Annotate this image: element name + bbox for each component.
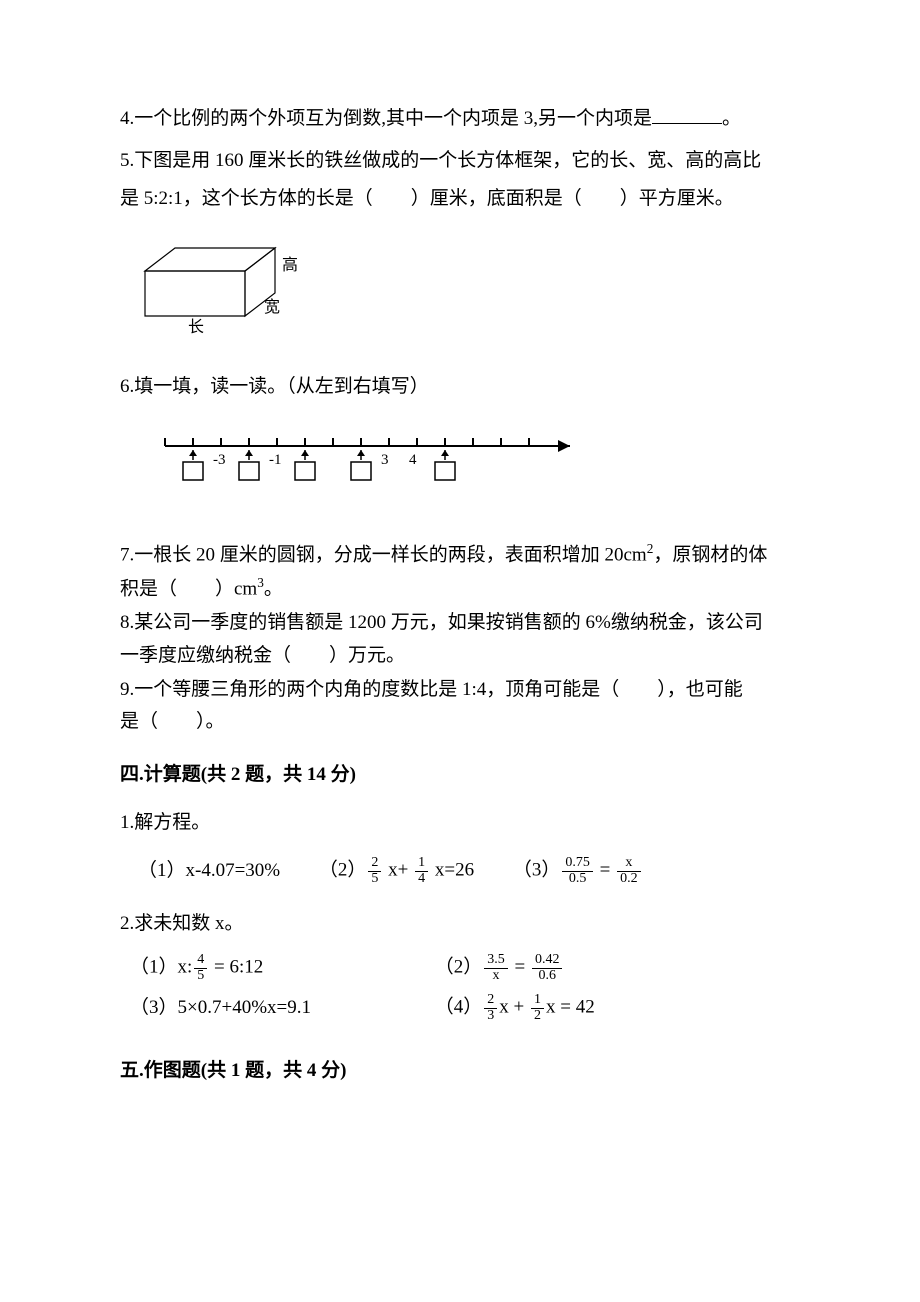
eq-body: 5×0.7+40%x=9.1: [178, 997, 311, 1018]
q7-l2a: 积是（ ）cm: [120, 578, 257, 599]
fraction: 3.5x: [484, 953, 508, 983]
q9-l2: 是（ ）。: [120, 711, 225, 732]
q7-l1: 7.一根长 20 厘米的圆钢，分成一样长的两段，表面积增加 20cm: [120, 544, 647, 565]
frac-den: 3: [484, 1009, 497, 1024]
eq-eq: =: [510, 956, 530, 977]
eq-post: = 6:12: [209, 956, 263, 977]
frac-num: 4: [194, 953, 207, 969]
frac-den: 0.2: [617, 872, 641, 887]
frac-den: 5: [194, 969, 207, 984]
fraction: 23: [484, 993, 497, 1023]
fraction: 25: [368, 856, 381, 886]
problem-4-2-row1: （1）x:45 = 6:12 （2）3.5x = 0.420.6: [130, 953, 800, 983]
frac-num: 2: [484, 993, 497, 1009]
fraction: 14: [415, 856, 428, 886]
cuboid-label-length: 长: [188, 318, 204, 336]
question-9: 9.一个等腰三角形的两个内角的度数比是 1:4，顶角可能是（ ），也可能 是（ …: [120, 674, 800, 739]
frac-num: 1: [531, 993, 544, 1009]
q4-blank[interactable]: [652, 104, 722, 124]
fraction: 45: [194, 953, 207, 983]
eq-tail: x = 42: [546, 997, 595, 1018]
fraction: 0.420.6: [532, 953, 563, 983]
eq-label: （2）: [435, 956, 483, 977]
question-4: 4.一个比例的两个外项互为倒数,其中一个内项是 3,另一个内项是 。: [120, 100, 800, 138]
problem-4-1-equations: （1）x-4.07=30% （2）25 x+ 14 x=26 （3）0.750.…: [138, 856, 800, 886]
frac-num: x: [617, 856, 641, 872]
numberline-svg: -3 -1 3 4: [150, 422, 590, 502]
eq-label: （2）: [319, 860, 367, 881]
q4-text-a: 4.一个比例的两个外项互为倒数,其中一个内项是 3,另一个内项是: [120, 108, 652, 129]
q8-l1: 8.某公司一季度的销售额是 1200 万元，如果按销售额的 6%缴纳税金，该公司: [120, 612, 763, 633]
question-7: 7.一根长 20 厘米的圆钢，分成一样长的两段，表面积增加 20cm2，原钢材的…: [120, 538, 800, 605]
svg-text:3: 3: [381, 452, 389, 468]
q8-l2: 一季度应缴纳税金（ ）万元。: [120, 645, 405, 666]
svg-text:4: 4: [409, 452, 417, 468]
question-5: 5.下图是用 160 厘米长的铁丝做成的一个长方体框架，它的长、宽、高的高比 是…: [120, 142, 800, 218]
question-6: 6.填一填，读一读。（从左到右填写）: [120, 368, 800, 406]
fraction: 0.750.5: [562, 856, 593, 886]
eq-4-2-4: （4）23x + 12x = 42: [435, 993, 595, 1023]
eq-4-2-3: （3）5×0.7+40%x=9.1: [130, 997, 430, 1020]
q7-l2b: 。: [264, 578, 283, 599]
frac-num: 2: [368, 856, 381, 872]
frac-num: 0.75: [562, 856, 593, 872]
eq-label: （1）: [130, 956, 178, 977]
q4-text-b: 。: [722, 108, 741, 129]
frac-den: x: [484, 969, 508, 984]
section-4-title: 四.计算题(共 2 题，共 14 分): [120, 756, 800, 794]
frac-den: 0.5: [562, 872, 593, 887]
question-8: 8.某公司一季度的销售额是 1200 万元，如果按销售额的 6%缴纳税金，该公司…: [120, 607, 800, 672]
cuboid-svg: 长 宽 高: [130, 236, 305, 336]
svg-text:-1: -1: [269, 452, 282, 468]
fraction: x0.2: [617, 856, 641, 886]
frac-num: 0.42: [532, 953, 563, 969]
frac-num: 1: [415, 856, 428, 872]
eq-eq: =: [595, 860, 615, 881]
problem-4-2-stem: 2.求未知数 x。: [120, 905, 800, 943]
cuboid-label-width: 宽: [264, 298, 280, 316]
eq-4-1-1: （1）x-4.07=30%: [138, 860, 280, 883]
eq-4-2-1: （1）x:45 = 6:12: [130, 953, 430, 983]
eq-4-1-2: （2）25 x+ 14 x=26: [319, 856, 474, 886]
eq-4-2-2: （2）3.5x = 0.420.6: [435, 953, 565, 983]
svg-text:-3: -3: [213, 452, 226, 468]
fraction: 12: [531, 993, 544, 1023]
problem-4-2-row2: （3）5×0.7+40%x=9.1 （4）23x + 12x = 42: [130, 993, 800, 1023]
eq-body: x-4.07=30%: [186, 860, 281, 881]
eq-label: （4）: [435, 997, 483, 1018]
eq-4-1-3: （3）0.750.5 = x0.2: [513, 856, 643, 886]
eq-pre: x:: [178, 956, 193, 977]
q5-line1: 5.下图是用 160 厘米长的铁丝做成的一个长方体框架，它的长、宽、高的高比: [120, 150, 761, 171]
frac-den: 5: [368, 872, 381, 887]
q7-sup2: 3: [257, 575, 264, 590]
eq-label: （1）: [138, 860, 186, 881]
cuboid-diagram: 长 宽 高: [130, 236, 800, 350]
frac-num: 3.5: [484, 953, 508, 969]
frac-den: 4: [415, 872, 428, 887]
cuboid-label-height: 高: [282, 256, 298, 274]
q5-line2: 是 5:2:1，这个长方体的长是（ ）厘米，底面积是（ ）平方厘米。: [120, 188, 734, 209]
problem-4-1-stem: 1.解方程。: [120, 804, 800, 842]
q6-text: 6.填一填，读一读。（从左到右填写）: [120, 376, 429, 397]
eq-label: （3）: [513, 860, 561, 881]
frac-den: 2: [531, 1009, 544, 1024]
q7-l1b: ，原钢材的体: [653, 544, 767, 565]
q9-l1: 9.一个等腰三角形的两个内角的度数比是 1:4，顶角可能是（ ），也可能: [120, 679, 743, 700]
eq-mid: x +: [499, 997, 529, 1018]
eq-label: （3）: [130, 997, 178, 1018]
section-5-title: 五.作图题(共 1 题，共 4 分): [120, 1052, 800, 1090]
eq-tail: x=26: [430, 860, 474, 881]
numberline-diagram: -3 -1 3 4: [150, 422, 800, 516]
frac-den: 0.6: [532, 969, 563, 984]
eq-mid: x+: [383, 860, 413, 881]
